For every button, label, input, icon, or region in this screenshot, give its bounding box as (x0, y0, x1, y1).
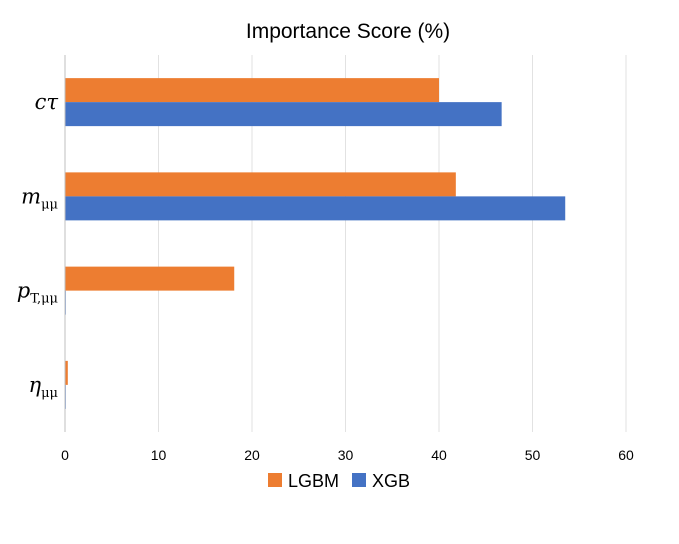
category-label-ctau: cτ (35, 90, 59, 114)
bar-lgbm-ctau (65, 78, 439, 103)
category-label-eta_mumu: ημμ (29, 373, 59, 401)
bar-lgbm-eta_mumu (65, 360, 68, 385)
bar-xgb-m_mumu (65, 196, 566, 221)
legend-label-xgb: XGB (372, 471, 410, 491)
x-tick-label: 50 (525, 447, 541, 463)
x-tick-label: 10 (151, 447, 167, 463)
x-tick-label: 30 (338, 447, 354, 463)
x-tick-label: 20 (244, 447, 260, 463)
x-tick-label: 40 (431, 447, 447, 463)
legend-label-lgbm: LGBM (288, 471, 339, 491)
category-label-m_mumu: mμμ (21, 184, 58, 212)
category-label-pT_mumu: pT,μμ (17, 279, 58, 307)
legend: LGBM XGB (268, 471, 410, 491)
chart-title: Importance Score (%) (246, 20, 450, 43)
x-tick-labels: 0 10 20 30 40 50 60 (61, 447, 634, 463)
legend-swatch-xgb (352, 473, 366, 487)
x-tick-label: 0 (61, 447, 69, 463)
bar-lgbm-m_mumu (65, 172, 456, 197)
x-tick-label: 60 (618, 447, 634, 463)
bar-lgbm-pT_mumu (65, 266, 235, 291)
category-labels: cτ mμμ pT,μμ ημμ (17, 90, 59, 401)
bars (65, 78, 566, 409)
legend-swatch-lgbm (268, 473, 282, 487)
bar-xgb-ctau (65, 102, 502, 127)
